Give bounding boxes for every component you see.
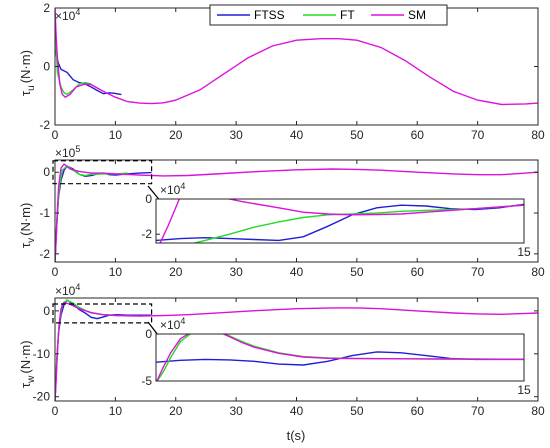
y-tick-label: -10	[33, 347, 51, 361]
series-sm-line	[55, 301, 538, 401]
x-tick-label: 10	[109, 128, 123, 142]
legend-item-ft: FT	[303, 8, 355, 22]
panel-tau-w-exponent: ×104	[55, 282, 80, 298]
y-tick-label: 2	[43, 1, 50, 15]
y-tick-label: -2	[39, 118, 50, 132]
y-tick-label: -1	[39, 206, 50, 220]
inset-y-tick-label: -2	[141, 227, 152, 241]
x-tick-label: 50	[350, 404, 364, 418]
x-tick-label: 20	[169, 404, 183, 418]
inset-y-tick-label: -5	[141, 374, 152, 388]
inset-series-sm-line	[156, 334, 524, 381]
x-tick-label: 0	[52, 404, 59, 418]
panel-tau-u-exponent: ×104	[55, 7, 80, 23]
inset-y-tick-label: 0	[145, 327, 152, 341]
panel-tau-u-plot	[55, 8, 538, 106]
x-tick-label: 10	[109, 265, 123, 279]
series-sm-line	[55, 8, 538, 106]
panel-tau-u-xticks: 0 10 20 30 40 50 60 70 80	[52, 8, 545, 142]
x-tick-label: 10	[109, 404, 123, 418]
legend-item-ftss: FTSS	[217, 8, 285, 22]
panel-tau-v-yticks: 0 -1 -2	[39, 165, 538, 261]
x-tick-label: 60	[411, 265, 425, 279]
legend-label-ft: FT	[340, 8, 355, 22]
x-tick-label: 0	[52, 128, 59, 142]
y-tick-label: 0	[43, 165, 50, 179]
panel-tau-w-inset-box	[155, 333, 525, 382]
panel-tau-u-ylabel: τu(N·m)	[18, 50, 37, 96]
panel-tau-w-inset: 0 -5 15 ×104	[141, 316, 531, 397]
legend-item-sm: SM	[371, 8, 426, 22]
x-tick-label: 40	[290, 265, 304, 279]
x-tick-label: 40	[290, 128, 304, 142]
legend: FTSS FT SM	[209, 4, 448, 26]
panel-tau-w: 0 10 20 30 40 50 60 70 80 0 -10 -20 ×104 τw(N·m) 0…	[18, 282, 545, 418]
x-tick-label: 50	[350, 265, 364, 279]
panel-tau-v-inset-exponent: ×104	[160, 181, 185, 197]
panel-tau-w-zoom-callout-box	[52, 303, 153, 324]
x-tick-label: 50	[350, 128, 364, 142]
x-tick-label: 30	[229, 265, 243, 279]
x-tick-label: 70	[471, 265, 485, 279]
panel-tau-w-inset-yticks: 0 -5	[141, 327, 160, 388]
inset-series-sm-line	[159, 199, 524, 243]
x-tick-label: 0	[52, 265, 59, 279]
x-tick-label: 60	[411, 404, 425, 418]
y-tick-label: -2	[39, 247, 50, 261]
panel-tau-v-ylabel: τv(N·m)	[18, 203, 37, 248]
panel-tau-w-ylabel: τw(N·m)	[18, 340, 37, 388]
legend-label-sm: SM	[408, 8, 426, 22]
inset-x-tick-label: 15	[517, 383, 531, 397]
legend-label-ftss: FTSS	[254, 8, 285, 22]
panel-tau-v-inset-box	[155, 198, 525, 244]
x-tick-label: 20	[169, 265, 183, 279]
panel-tau-v-xticks: 0 10 20 30 40 50 60 70 80	[52, 160, 545, 279]
x-tick-label: 70	[471, 128, 485, 142]
panel-tau-v-inset-yticks: 0 -2	[141, 192, 160, 241]
inset-x-tick-label: 15	[517, 245, 531, 259]
panel-tau-u-yticks: 2 0 -2	[39, 1, 538, 132]
panel-tau-v-zoom-callout-box	[52, 160, 153, 185]
panel-tau-v-inset: 0 -2 15 ×104	[141, 181, 531, 259]
x-tick-label: 30	[229, 404, 243, 418]
inset-y-tick-label: 0	[145, 192, 152, 206]
x-tick-label: 40	[290, 404, 304, 418]
panel-tau-w-inset-exponent: ×104	[160, 316, 185, 332]
x-tick-label: 80	[531, 265, 545, 279]
x-tick-label: 80	[531, 404, 545, 418]
panel-tau-w-yticks: 0 -10 -20	[33, 304, 538, 404]
panel-tau-v: 0 10 20 30 40 50 60 70 80 0-1-2 ×105 τv(N·m) 0-2…	[18, 144, 545, 279]
panel-tau-v-inset-xticks: 15	[517, 245, 531, 259]
x-axis-label: t(s)	[287, 428, 306, 443]
panel-tau-v-exponent: ×105	[55, 144, 80, 160]
panel-tau-u: 0 10 20 30 40 50 60 70 80 20-2 ×104 τu(N·m)	[18, 1, 545, 142]
y-tick-label: 0	[43, 304, 50, 318]
y-tick-label: 0	[43, 60, 50, 74]
series-sm-line	[55, 163, 538, 262]
x-tick-label: 20	[169, 128, 183, 142]
panel-tau-w-inset-xticks: 15	[517, 383, 531, 397]
panel-tau-w-xticks: 0 10 20 30 40 50 60 70 80	[52, 298, 545, 418]
x-tick-label: 80	[531, 128, 545, 142]
panel-tau-w-plot	[55, 299, 538, 401]
x-tick-label: 30	[229, 128, 243, 142]
x-tick-label: 70	[471, 404, 485, 418]
panel-tau-v-inset-plot	[156, 199, 524, 243]
x-tick-label: 60	[411, 128, 425, 142]
panel-tau-v-plot	[55, 163, 538, 262]
y-tick-label: -20	[33, 390, 51, 404]
panel-tau-w-inset-plot	[156, 334, 524, 381]
